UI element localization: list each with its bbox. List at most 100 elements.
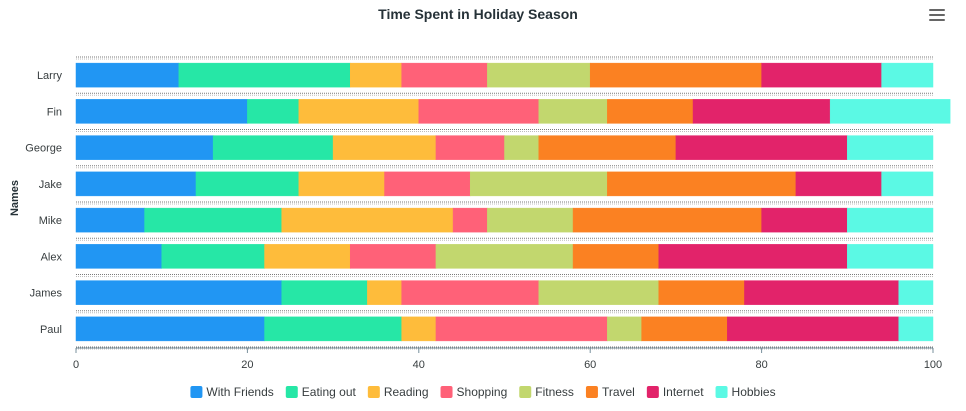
bar-segment-paul-reading — [401, 316, 437, 342]
bar-segment-alex-with-friends — [75, 244, 162, 269]
x-axis: 0 20 40 60 80 100 — [73, 347, 942, 371]
legend-swatch — [519, 386, 532, 398]
bar-segment-jake-travel — [607, 171, 797, 197]
bar-segment-larry-fitness — [487, 62, 591, 88]
bar-segment-george-eating-out — [212, 135, 334, 160]
bar-segment-fin-fitness — [538, 99, 608, 124]
y-tick-label: Mike — [39, 215, 62, 227]
x-tick-label: 80 — [755, 359, 767, 371]
legend-item-eating-out: Eating out — [285, 385, 357, 399]
bar-segment-alex-reading — [264, 244, 351, 269]
bar-segment-jake-fitness — [469, 171, 608, 197]
legend-label: With Friends — [206, 385, 273, 399]
bar-segment-james-internet — [744, 280, 899, 305]
legend-swatch — [285, 386, 298, 398]
y-tick-label: Paul — [40, 324, 62, 336]
bar-segment-fin-eating-out — [247, 99, 300, 124]
bar-segment-fin-hobbies — [829, 99, 951, 124]
bar-segment-jake-with-friends — [75, 171, 197, 197]
bar-segment-james-travel — [658, 280, 745, 305]
legend-label: Hobbies — [732, 385, 776, 399]
bar-segment-jake-internet — [795, 171, 882, 197]
legend-swatch — [190, 386, 203, 398]
legend-label: Shopping — [457, 385, 508, 399]
bar-segment-fin-reading — [298, 99, 420, 124]
y-tick-label: George — [25, 143, 62, 155]
legend-swatch — [646, 386, 659, 398]
legend-item-internet: Internet — [646, 385, 704, 399]
bar-segment-mike-hobbies — [847, 207, 934, 233]
legend-label: Travel — [602, 385, 635, 399]
bar-segment-fin-shopping — [418, 99, 540, 124]
bar-segment-larry-shopping — [401, 62, 488, 88]
category-bands — [76, 56, 933, 350]
bar-segment-jake-hobbies — [881, 171, 934, 197]
bar-segment-paul-with-friends — [75, 316, 265, 342]
bar-segment-paul-travel — [641, 316, 728, 342]
legend-swatch — [585, 386, 598, 398]
bar-segment-james-fitness — [538, 280, 660, 305]
legend-item-with-friends: With Friends — [190, 385, 274, 399]
bar-segment-mike-eating-out — [144, 207, 282, 233]
bar-segment-larry-travel — [589, 62, 762, 88]
x-tick-label: 40 — [413, 359, 425, 371]
bar-segment-fin-travel — [607, 99, 694, 124]
bar-segment-alex-hobbies — [847, 244, 934, 269]
menu-line — [929, 9, 945, 11]
bar-segment-paul-shopping — [435, 316, 608, 342]
legend-label: Internet — [663, 385, 704, 399]
bar-segment-larry-hobbies — [881, 62, 934, 88]
bar-segment-paul-hobbies — [898, 316, 934, 342]
bar-segment-james-eating-out — [281, 280, 368, 305]
legend-item-reading: Reading — [367, 385, 429, 399]
bar-series — [75, 62, 951, 342]
bar-segment-fin-with-friends — [75, 99, 248, 124]
bar-segment-larry-eating-out — [178, 62, 351, 88]
bar-segment-mike-travel — [572, 207, 762, 233]
y-tick-label: Jake — [39, 179, 62, 191]
x-tick-label: 60 — [584, 359, 596, 371]
menu-line — [929, 19, 945, 21]
x-tick-label: 100 — [924, 359, 942, 371]
legend-swatch — [715, 386, 728, 398]
y-tick-label: Larry — [37, 70, 63, 82]
bar-segment-alex-eating-out — [161, 244, 265, 269]
legend-swatch — [440, 386, 453, 398]
bar-segment-george-shopping — [435, 135, 505, 160]
legend-swatch — [367, 386, 380, 398]
legend-label: Fitness — [535, 385, 574, 399]
bar-segment-jake-reading — [298, 171, 385, 197]
x-tick-label: 0 — [73, 359, 79, 371]
legend-item-shopping: Shopping — [440, 385, 508, 399]
bar-segment-george-travel — [538, 135, 677, 160]
hamburger-menu-icon[interactable] — [927, 6, 947, 22]
legend-label: Eating out — [302, 385, 357, 399]
bar-segment-james-shopping — [401, 280, 540, 305]
bar-segment-paul-internet — [727, 316, 899, 342]
bar-segment-george-hobbies — [847, 135, 934, 160]
bar-segment-james-reading — [367, 280, 402, 305]
bar-segment-larry-reading — [349, 62, 402, 88]
y-tick-label: Alex — [41, 251, 63, 263]
legend: With Friends Eating out Reading Shopping Fit… — [190, 385, 776, 399]
bar-segment-jake-eating-out — [195, 171, 300, 197]
bar-segment-james-with-friends — [75, 280, 282, 305]
y-tick-label: Fin — [47, 106, 62, 118]
bar-segment-larry-with-friends — [75, 62, 180, 88]
bar-segment-larry-internet — [761, 62, 882, 88]
bar-segment-george-with-friends — [75, 135, 214, 160]
y-axis-labels: Larry Fin George Jake Mike Alex James Paul — [25, 70, 62, 336]
bar-segment-paul-fitness — [607, 316, 642, 342]
bar-segment-jake-shopping — [384, 171, 471, 197]
chart-title: Time Spent in Holiday Season — [378, 6, 578, 22]
legend-item-hobbies: Hobbies — [715, 385, 776, 399]
bar-segment-james-hobbies — [898, 280, 934, 305]
bar-segment-mike-shopping — [452, 207, 488, 233]
bar-segment-alex-travel — [572, 244, 660, 269]
bar-segment-paul-eating-out — [264, 316, 402, 342]
bar-segment-george-reading — [332, 135, 437, 160]
bar-segment-mike-fitness — [487, 207, 574, 233]
bar-segment-george-internet — [675, 135, 848, 160]
bar-segment-fin-internet — [692, 99, 831, 124]
